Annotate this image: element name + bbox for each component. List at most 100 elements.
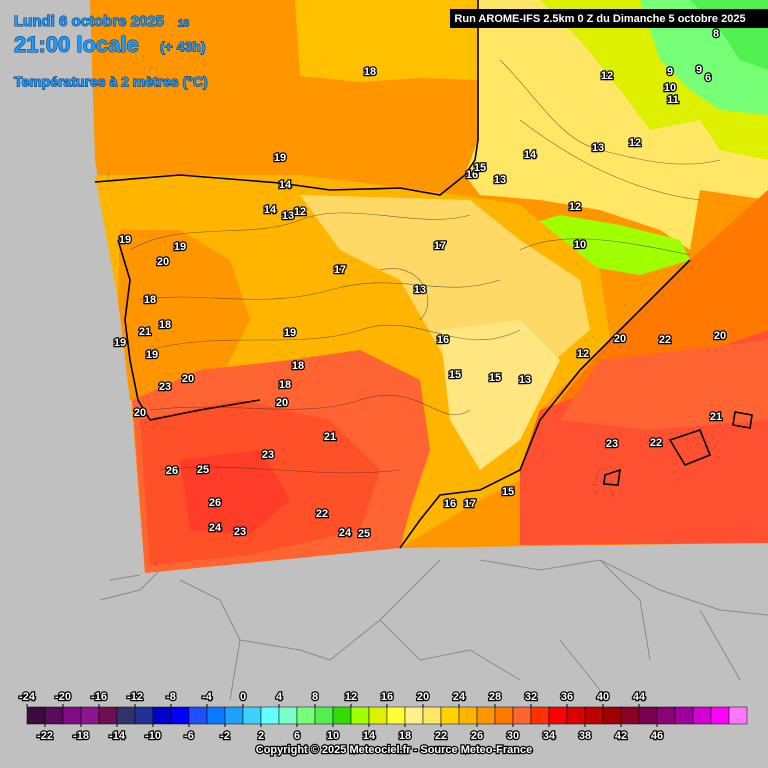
- legend-swatch: [26, 706, 46, 725]
- isotherm-label: 18: [159, 319, 171, 331]
- legend-swatch: [62, 706, 82, 725]
- legend-swatch: [692, 706, 712, 725]
- isotherms: [129, 59, 721, 474]
- isotherm-label: 13: [494, 174, 506, 186]
- isotherm-label: 19: [174, 241, 186, 253]
- isotherm-label: 12: [629, 137, 641, 149]
- legend-tick-label: -8: [166, 691, 176, 703]
- legend-tick-label: 34: [543, 730, 556, 742]
- legend-tick-label: 30: [507, 730, 519, 742]
- isotherm-label: 21: [324, 431, 336, 443]
- legend-tick-label: 40: [597, 691, 609, 703]
- isotherm-label: 16: [444, 498, 456, 510]
- isotherm-label: 23: [234, 526, 246, 538]
- isotherm-label: 17: [334, 264, 346, 276]
- isotherm-label: 25: [358, 528, 370, 540]
- isotherm-label: 13: [414, 284, 426, 296]
- isotherm-label: 22: [650, 437, 662, 449]
- legend-swatch: [80, 706, 100, 725]
- isotherm-label: 21: [710, 411, 722, 423]
- isotherm-label: 17: [434, 240, 446, 252]
- isotherm-label: 10: [664, 82, 676, 94]
- isotherm-label: 10: [574, 239, 586, 251]
- isotherm-label: 20: [714, 330, 726, 342]
- legend-swatch: [512, 706, 532, 725]
- legend-swatch: [422, 706, 442, 725]
- isotherm-label: 21: [139, 326, 151, 338]
- legend-swatch: [350, 706, 370, 725]
- legend-swatch: [440, 706, 460, 725]
- run-box: [450, 9, 768, 28]
- outside-borders: [99, 559, 768, 701]
- legend-swatch: [98, 706, 118, 725]
- isotherm-label: 23: [606, 438, 618, 450]
- isotherm-label: 24: [209, 522, 222, 534]
- legend-swatch: [260, 706, 280, 725]
- legend-tick-label: 20: [417, 691, 429, 703]
- map-labels: 18 19 14 19 19 20 18 21 18 19 19 19 17 18 23 20 20 20 18 21…: [113, 27, 728, 542]
- legend-swatch: [170, 706, 190, 725]
- legend-tick-label: -4: [202, 691, 213, 703]
- isotherm-label: 9: [696, 64, 702, 76]
- legend-swatch: [206, 706, 226, 725]
- legend-swatch: [296, 706, 316, 725]
- isotherm-label: 26: [209, 497, 221, 509]
- isotherm-label: 12: [569, 201, 581, 213]
- legend-tick-label: 16: [381, 691, 393, 703]
- legend-tick-label: 0: [240, 691, 246, 703]
- legend-swatch: [494, 706, 514, 725]
- isotherm-label: 22: [659, 334, 671, 346]
- isotherm-label: 23: [159, 381, 171, 393]
- isotherm-label: 20: [276, 397, 288, 409]
- legend-swatch: [656, 706, 676, 725]
- isotherm-label: 16: [437, 334, 449, 346]
- isotherm-label: 14: [279, 179, 292, 191]
- legend-tick-label: -18: [73, 730, 89, 742]
- lead-time: (+ 43h): [160, 39, 206, 55]
- legend-swatch: [278, 706, 298, 725]
- legend-swatch: [242, 706, 262, 725]
- isotherm-label: 16: [466, 169, 478, 181]
- isotherm-label: 20: [614, 333, 626, 345]
- isotherm-label: 19: [114, 337, 126, 349]
- date: Lundi 6 octobre 2025: [14, 13, 164, 30]
- isotherm-label: 20: [157, 256, 169, 268]
- legend-swatch: [602, 706, 622, 725]
- isotherm-label: 20: [182, 373, 194, 385]
- legend-tick-label: 28: [489, 691, 501, 703]
- legend-swatch: [134, 706, 154, 725]
- isotherm-label: 14: [524, 149, 537, 161]
- legend-swatch: [728, 706, 748, 725]
- copyright: Copyright © 2025 Meteociel.fr - Source M…: [256, 744, 532, 756]
- legend-tick-label: -16: [91, 691, 107, 703]
- legend-swatch: [152, 706, 172, 725]
- isotherm-label: 17: [464, 498, 476, 510]
- isotherm-label: 12: [294, 206, 306, 218]
- legend-tick-label: 32: [525, 691, 537, 703]
- isotherm-label: 8: [713, 28, 719, 40]
- legend-swatch: [476, 706, 496, 725]
- legend-swatch: [314, 706, 334, 725]
- legend-swatch: [674, 706, 694, 725]
- legend-tick-label: -24: [19, 691, 36, 703]
- isotherm-label: 18: [144, 294, 156, 306]
- legend-tick-label: -14: [109, 730, 126, 742]
- legend-tick-label: -20: [55, 691, 71, 703]
- isotherm-label: 23: [262, 449, 274, 461]
- legend-tick-label: -6: [184, 730, 194, 742]
- legend-swatch: [566, 706, 586, 725]
- isotherm-label: 18: [364, 66, 376, 78]
- legend-swatch: [224, 706, 244, 725]
- isotherm-label: 15: [489, 372, 501, 384]
- isotherm-label: 20: [134, 407, 146, 419]
- legend-swatch: [404, 706, 424, 725]
- legend-tick-label: -12: [127, 691, 143, 703]
- isotherm-label: 13: [592, 142, 604, 154]
- model-domain: [90, 0, 768, 573]
- coastlines: [94, 0, 753, 549]
- legend-swatch: [116, 706, 136, 725]
- legend-tick-label: -22: [37, 730, 53, 742]
- legend: -24 -20 -16 -12 -8 -4 0 4 8 12 16 20 24 28 32 36 40 44-22…: [18, 690, 748, 743]
- isotherm-label: 15: [474, 162, 486, 174]
- legend-swatch: [458, 706, 478, 725]
